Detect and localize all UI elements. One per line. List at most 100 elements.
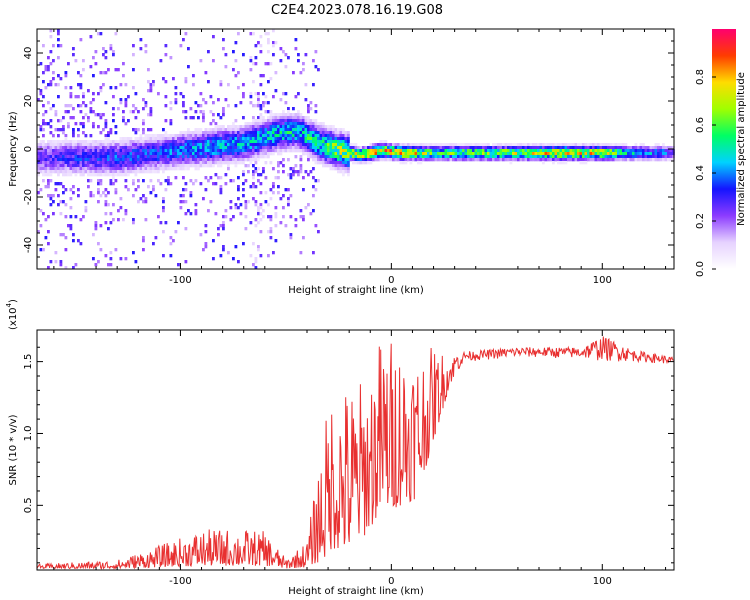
heatmap-cell xyxy=(147,167,150,171)
heatmap-cell xyxy=(552,161,555,165)
heatmap-cell xyxy=(127,170,130,174)
heatmap-cell xyxy=(587,143,590,147)
heatmap-cell xyxy=(64,155,68,159)
heatmap-cell xyxy=(94,164,98,168)
heatmap-cell xyxy=(539,158,543,162)
heatmap-cell xyxy=(334,140,338,144)
heatmap-cell xyxy=(44,167,48,171)
heatmap-cell xyxy=(612,155,615,159)
heatmap-cell xyxy=(104,101,108,105)
heatmap-cell xyxy=(172,134,175,138)
heatmap-cell xyxy=(159,152,163,156)
heatmap-cell xyxy=(152,161,155,165)
heatmap-cell xyxy=(297,173,300,177)
heatmap-cell xyxy=(142,146,145,150)
heatmap-cell xyxy=(239,161,243,165)
heatmap-cell xyxy=(314,179,318,183)
heatmap-cell xyxy=(344,149,348,153)
spectrogram-x-ticks: -100 0 100 xyxy=(53,29,667,286)
heatmap-cell xyxy=(332,146,335,150)
heatmap-cell xyxy=(262,140,265,144)
heatmap-cell xyxy=(547,158,550,162)
heatmap-cell xyxy=(49,143,53,147)
heatmap-cell xyxy=(272,95,275,99)
heatmap-cell xyxy=(42,167,45,171)
heatmap-cell xyxy=(329,143,333,147)
heatmap-cell xyxy=(282,131,285,135)
snr-y-ticks: 0.51.01.5 xyxy=(23,346,674,564)
heatmap-cell xyxy=(462,143,465,147)
heatmap-cell xyxy=(207,80,210,84)
heatmap-cell xyxy=(62,233,65,237)
heatmap-cell xyxy=(617,155,620,159)
heatmap-cell xyxy=(299,119,303,123)
heatmap-cell xyxy=(162,230,165,234)
heatmap-cell xyxy=(442,158,445,162)
heatmap-cell xyxy=(612,152,615,156)
heatmap-cell xyxy=(242,194,245,198)
heatmap-cell xyxy=(172,155,175,159)
heatmap-cell xyxy=(672,152,675,156)
heatmap-cell xyxy=(247,143,250,147)
heatmap-cell xyxy=(47,215,50,219)
heatmap-cell xyxy=(219,143,223,147)
heatmap-cell xyxy=(202,119,205,123)
heatmap-cell xyxy=(592,143,595,147)
heatmap-cell xyxy=(474,146,478,150)
heatmap-cell xyxy=(192,131,195,135)
heatmap-cell xyxy=(119,83,123,87)
heatmap-cell xyxy=(114,173,118,177)
heatmap-cell xyxy=(262,143,265,147)
heatmap-cell xyxy=(222,110,225,114)
heatmap-cell xyxy=(359,149,363,153)
heatmap-cell xyxy=(329,164,333,168)
heatmap-cell xyxy=(289,119,293,123)
heatmap-cell xyxy=(342,131,345,135)
heatmap-cell xyxy=(79,152,83,156)
heatmap-cell xyxy=(132,164,135,168)
heatmap-cell xyxy=(129,143,133,147)
heatmap-cell xyxy=(259,182,263,186)
heatmap-cell xyxy=(347,134,350,138)
heatmap-cell xyxy=(242,188,245,192)
heatmap-cell xyxy=(74,149,78,153)
heatmap-cell xyxy=(224,131,228,135)
heatmap-cell xyxy=(557,155,560,159)
heatmap-cell xyxy=(302,149,305,153)
heatmap-cell xyxy=(204,146,208,150)
heatmap-cell xyxy=(187,146,190,150)
heatmap-cell xyxy=(149,152,153,156)
heatmap-cell xyxy=(289,215,293,219)
heatmap-cell xyxy=(339,146,343,150)
heatmap-cell xyxy=(84,104,88,108)
snr-multiplier-base: (x10 xyxy=(8,307,19,330)
heatmap-cell xyxy=(82,164,85,168)
heatmap-cell xyxy=(209,149,213,153)
heatmap-cell xyxy=(339,167,343,171)
heatmap-cell xyxy=(369,149,373,153)
heatmap-cell xyxy=(222,155,225,159)
heatmap-cell xyxy=(374,149,378,153)
snr-multiplier-exp: 4 xyxy=(5,302,13,307)
heatmap-cell xyxy=(199,110,203,114)
heatmap-cell xyxy=(37,161,40,165)
heatmap-cell xyxy=(222,221,225,225)
heatmap-cell xyxy=(459,146,463,150)
heatmap-cell xyxy=(79,143,83,147)
heatmap-cell xyxy=(99,170,103,174)
heatmap-cell xyxy=(117,152,120,156)
heatmap-cell xyxy=(194,146,198,150)
heatmap-cell xyxy=(259,254,263,258)
heatmap-cell xyxy=(72,53,75,57)
heatmap-cell xyxy=(179,155,183,159)
heatmap-cell xyxy=(67,62,70,66)
heatmap-cell xyxy=(39,164,43,168)
heatmap-cell xyxy=(147,80,150,84)
heatmap-cell xyxy=(217,227,220,231)
heatmap-cell xyxy=(344,134,348,138)
heatmap-cell xyxy=(227,161,230,165)
heatmap-cell xyxy=(619,143,623,147)
heatmap-cell xyxy=(459,152,463,156)
heatmap-cell xyxy=(232,137,235,141)
heatmap-cell xyxy=(409,161,413,165)
